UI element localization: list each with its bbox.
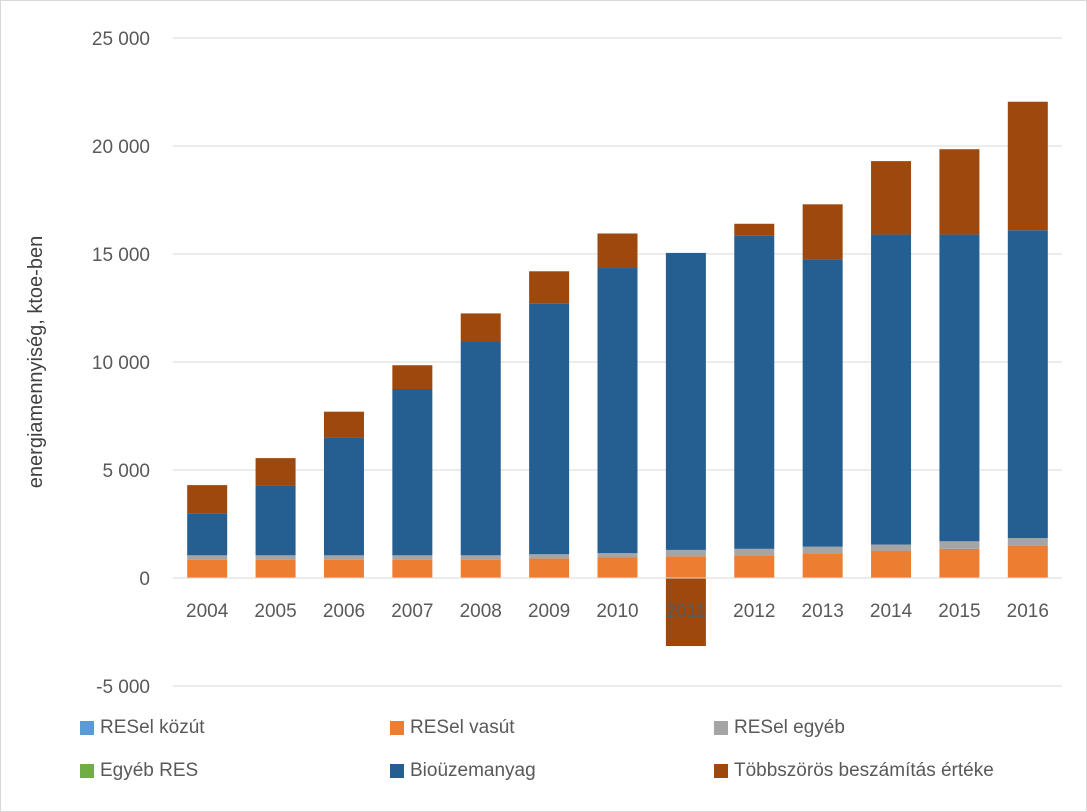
bar-segment-2004-5	[187, 485, 228, 514]
bar-segment-2014-5	[871, 161, 912, 235]
bar-segment-2005-1	[255, 559, 296, 578]
bar-segment-2013-4	[802, 259, 843, 547]
bar-segment-2004-1	[187, 559, 228, 578]
bar-segment-2009-5	[529, 271, 570, 304]
y-tick-label: 25 000	[92, 29, 150, 50]
bar-segment-2016-4	[1007, 230, 1048, 539]
bar-segment-2009-2	[529, 554, 570, 559]
bar-segment-2016-1	[1007, 545, 1048, 578]
bar-segment-2005-5	[255, 458, 296, 486]
y-tick-labels: 25 000 20 000 15 000 10 000 5 000 0 -5 000	[92, 29, 150, 698]
y-tick-label: 0	[139, 569, 150, 590]
x-tick-label: 2012	[733, 601, 775, 622]
bar-segment-2006-2	[323, 555, 364, 560]
x-tick-label: 2007	[391, 601, 433, 622]
bar-segment-2015-1	[939, 548, 980, 578]
bar-segment-2010-4	[597, 268, 638, 554]
y-tick-label: 10 000	[92, 353, 150, 374]
bar-segment-2007-2	[392, 555, 433, 560]
bar-segment-2016-2	[1007, 538, 1048, 546]
bar-segment-2010-1	[597, 557, 638, 578]
x-tick-label: 2006	[323, 601, 365, 622]
bars	[173, 101, 1062, 647]
y-tick-label: 5 000	[102, 461, 150, 482]
x-tick-label: 2010	[596, 601, 638, 622]
y-tick-label: 15 000	[92, 245, 150, 266]
bar-segment-2011-2	[665, 549, 706, 557]
bar-segment-2014-4	[871, 234, 912, 545]
bar-segment-2008-4	[460, 341, 501, 556]
bar-segment-2016-5	[1007, 101, 1048, 231]
bar-segment-2010-5	[597, 233, 638, 269]
bar-segment-2012-1	[734, 555, 775, 578]
bar-segment-2013-1	[802, 553, 843, 578]
bar-segment-2009-4	[529, 303, 570, 555]
bar-segment-2004-4	[187, 513, 228, 556]
x-tick-label: 2008	[460, 601, 502, 622]
bar-segment-2015-4	[939, 234, 980, 542]
bar-segment-2013-5	[802, 204, 843, 260]
bar-segment-2012-5	[734, 223, 775, 236]
y-tick-label: -5 000	[96, 677, 150, 698]
bar-segment-2006-4	[323, 437, 364, 556]
bar-segment-2008-5	[460, 313, 501, 342]
bar-segment-2015-2	[939, 541, 980, 549]
x-tick-label: 2005	[254, 601, 296, 622]
bar-segment-2012-2	[734, 548, 775, 556]
x-tick-label: 2009	[528, 601, 570, 622]
x-tick-label: 2011	[665, 601, 706, 622]
bar-segment-2008-2	[460, 555, 501, 560]
y-axis-label: energiamennyiség, ktoe-ben	[25, 236, 47, 488]
bar-segment-2015-5	[939, 149, 980, 235]
x-tick-label: 2015	[938, 601, 980, 622]
bar-segment-2006-5	[323, 411, 364, 438]
x-tick-label: 2004	[186, 601, 229, 622]
y-tick-label: 20 000	[92, 137, 150, 158]
bar-segment-2011-5	[665, 578, 706, 647]
bar-segment-2013-2	[802, 546, 843, 554]
bar-segment-2014-1	[871, 551, 912, 578]
bar-segment-2011-4	[665, 252, 706, 550]
bar-segment-2007-1	[392, 559, 433, 578]
x-tick-label: 2014	[870, 601, 913, 622]
bar-segment-2012-4	[734, 235, 775, 549]
x-tick-label: 2016	[1007, 601, 1049, 622]
bar-segment-2006-1	[323, 559, 364, 578]
bar-segment-2010-2	[597, 553, 638, 558]
bar-segment-2007-4	[392, 389, 433, 556]
x-tick-label: 2013	[802, 601, 844, 622]
bar-segment-2005-4	[255, 485, 296, 556]
bar-segment-2007-5	[392, 365, 433, 389]
bar-segment-2009-1	[529, 558, 570, 578]
bar-segment-2014-2	[871, 544, 912, 551]
bar-segment-2005-2	[255, 555, 296, 560]
bar-segment-2008-1	[460, 559, 501, 578]
bar-segment-2011-1	[665, 556, 706, 578]
bar-segment-2004-2	[187, 555, 228, 560]
x-tick-labels: 2004 2005 2006 2007 2008 2009 2010 2011 2012 2013…	[186, 601, 1049, 622]
